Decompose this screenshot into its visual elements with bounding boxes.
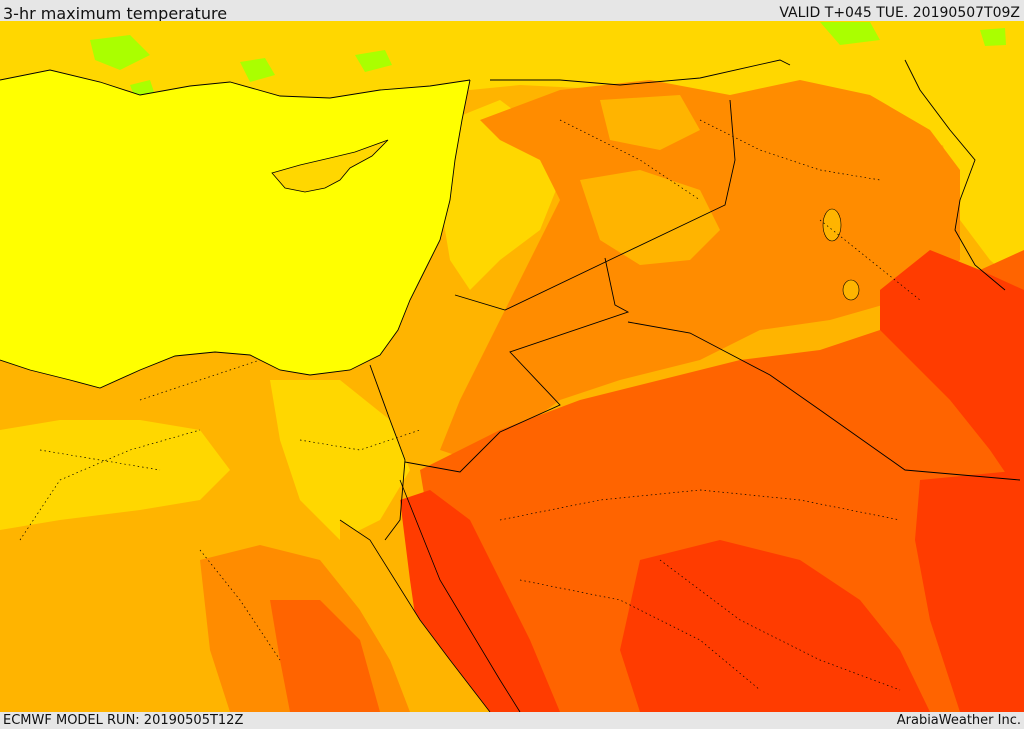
admin-boundaries — [19, 119, 921, 691]
gold-zagros-band — [940, 110, 1024, 290]
mediterranean-coastline — [0, 79, 471, 389]
red-sea — [340, 520, 490, 712]
lake-razzaza — [842, 279, 860, 301]
map-title: 3-hr maximum temperature — [3, 4, 228, 23]
cyprus-island — [271, 139, 389, 193]
orange-inland-region — [440, 80, 960, 460]
dark-orange-sudan-region — [270, 600, 380, 712]
mediterranean-sea — [0, 70, 470, 388]
turkey-syria-border — [490, 59, 791, 86]
amber-syria-patch — [580, 170, 720, 265]
green-patch — [980, 28, 1006, 46]
valid-time: VALID T+045 TUE. 20190507T09Z — [779, 5, 1020, 21]
red-sea-coastline — [339, 479, 521, 712]
turkey-coastline — [0, 69, 471, 99]
header-bar — [0, 0, 1024, 21]
footer-bar — [0, 712, 1024, 729]
gold-egypt-band — [0, 420, 230, 530]
green-patch — [355, 50, 392, 72]
green-patch — [820, 22, 880, 45]
lake-tharthar — [822, 208, 842, 242]
red-iraq-region — [880, 250, 1024, 500]
jordan-saudi-border — [404, 257, 630, 473]
temperature-map[interactable] — [0, 21, 1024, 712]
amber-syria-patch — [600, 95, 700, 150]
iraq-saudi-border — [627, 321, 1021, 481]
credit-text: ArabiaWeather Inc. — [896, 713, 1021, 728]
gold-sinai-band — [270, 380, 410, 540]
egypt-israel-border — [369, 364, 406, 541]
green-patch — [240, 58, 275, 82]
iraq-iran-border — [904, 59, 1006, 291]
dark-orange-region — [420, 250, 1024, 712]
model-run: ECMWF MODEL RUN: 20190505T12Z — [3, 713, 244, 728]
red-gulf-region — [915, 470, 1024, 712]
map-canvas — [0, 21, 1024, 712]
red-arabia-region — [620, 540, 930, 712]
syria-jordan-iraq-border — [454, 99, 736, 311]
green-patch — [90, 35, 150, 70]
